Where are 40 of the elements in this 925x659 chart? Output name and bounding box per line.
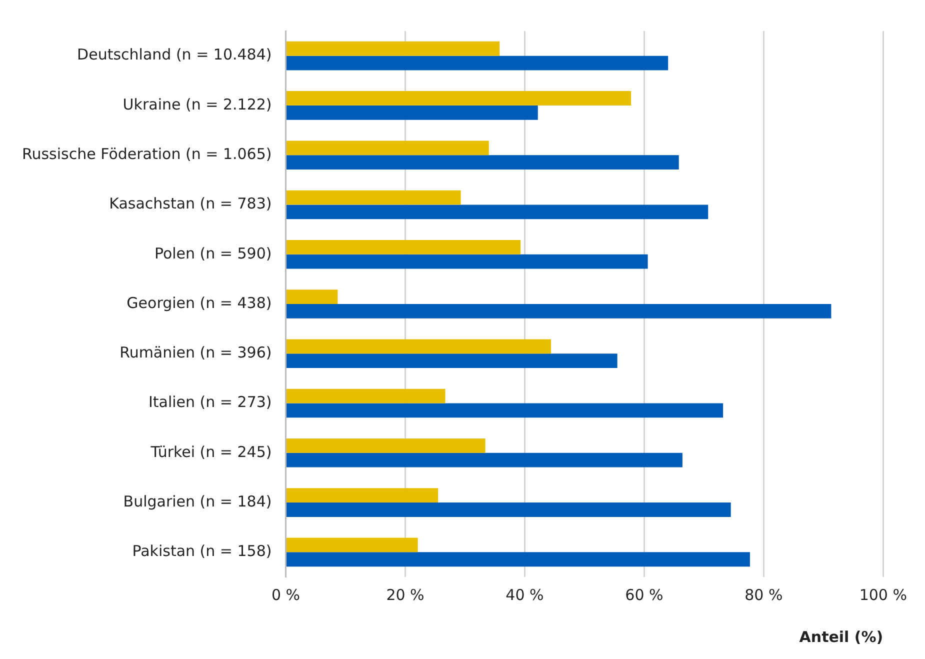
x-tick-label: 40 % [506,586,544,604]
bar [286,388,446,404]
y-tick-label: Polen (n = 590) [154,244,272,262]
bar [286,502,731,517]
y-tick-label: Pakistan (n = 158) [132,542,272,560]
bar [286,452,682,468]
bar [286,290,338,304]
bar [286,254,648,269]
bar [286,140,489,156]
bar [286,488,438,503]
y-tick-label: Georgien (n = 438) [126,294,272,312]
y-tick-label: Russische Föderation (n = 1.065) [22,144,272,163]
x-axis-title: Anteil (%) [799,628,884,646]
x-tick-label: 0 % [271,586,300,604]
bar [286,105,538,120]
bar [286,190,461,205]
x-tick-label: 20 % [386,586,424,604]
bar [286,204,708,220]
y-tick-label: Kasachstan (n = 783) [109,194,272,213]
y-tick-label: Bulgarien (n = 184) [123,492,272,510]
y-tick-label: Türkei (n = 245) [150,442,272,461]
y-tick-label: Italien (n = 273) [148,393,272,412]
bar [286,304,832,318]
bar [286,552,750,567]
x-tick-label: 100 % [859,586,907,604]
bar [286,41,500,56]
bar [286,403,724,418]
bar [286,240,521,254]
bar [286,438,486,453]
bar [286,354,618,368]
y-tick-label: Rumänien (n = 396) [120,344,272,362]
y-tick-label: Deutschland (n = 10.484) [77,46,272,64]
bar [286,538,418,552]
x-tick-label: 80 % [744,586,783,604]
bar [286,91,632,106]
bar [286,155,679,170]
x-tick-label: 60 % [625,586,664,604]
bar [286,56,668,70]
bar [286,339,552,354]
y-tick-label: Ukraine (n = 2.122) [122,95,272,114]
